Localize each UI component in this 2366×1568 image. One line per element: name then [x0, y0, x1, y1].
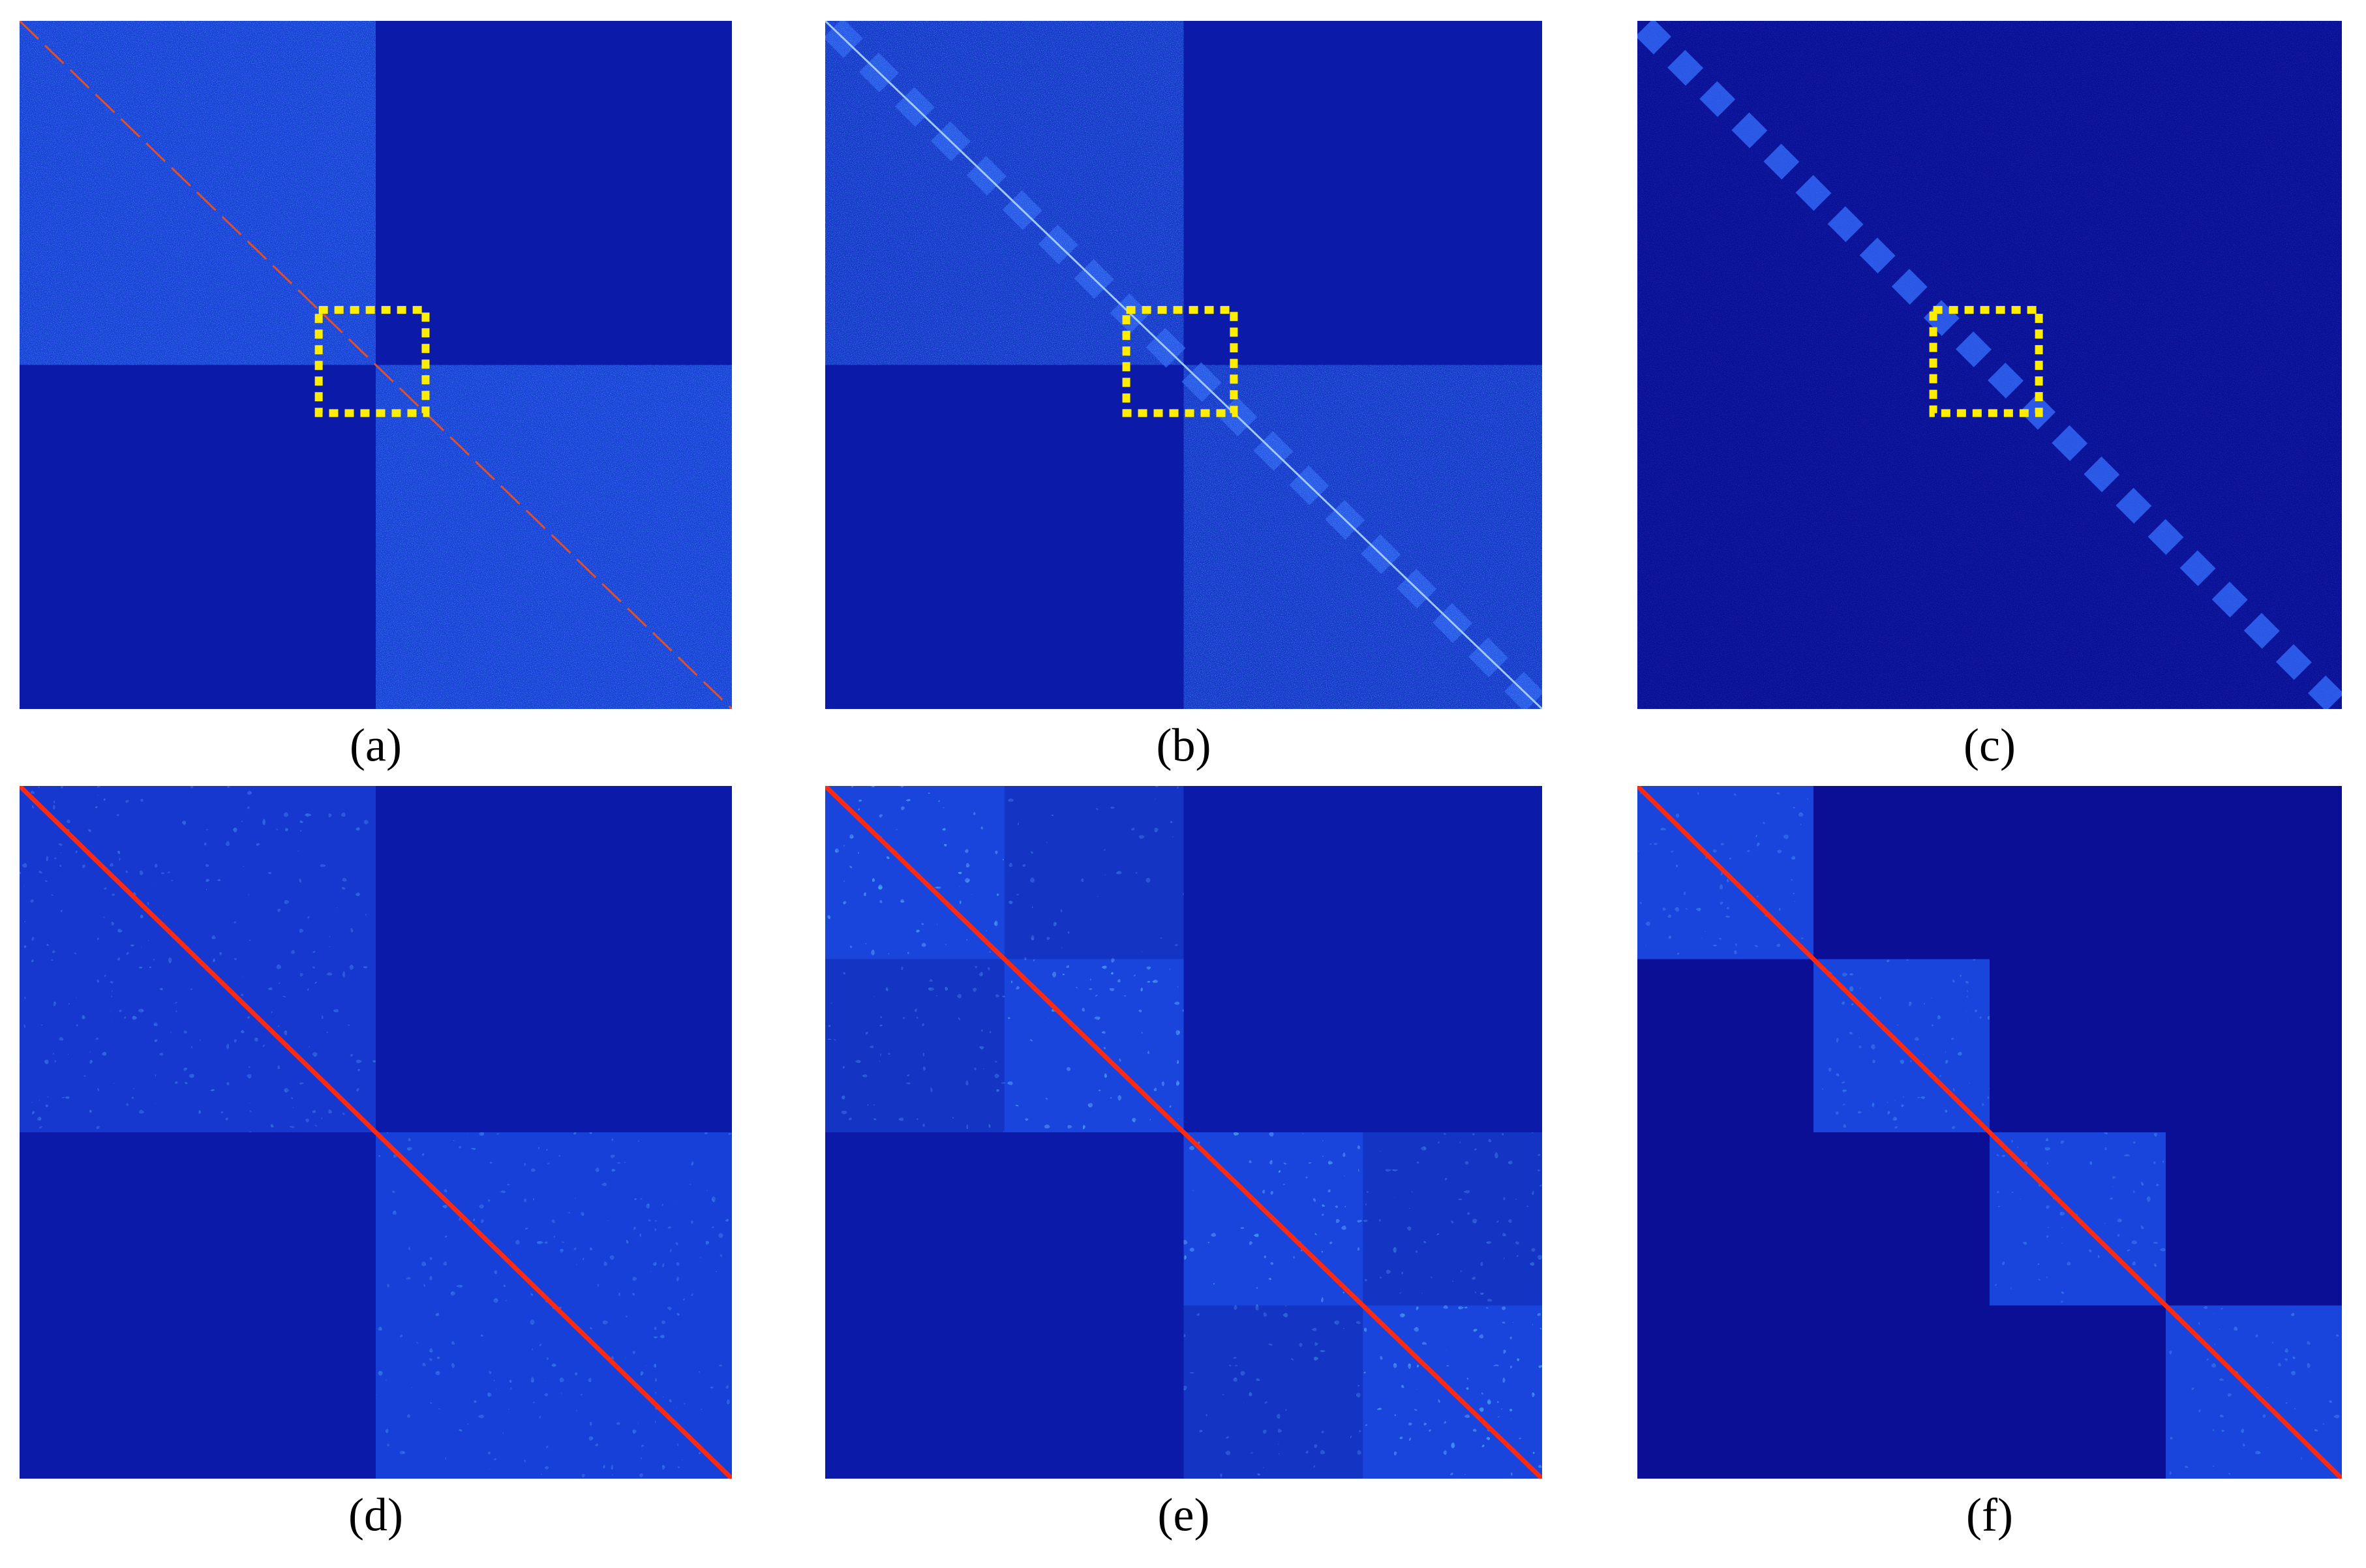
heatmap-panel [20, 21, 732, 709]
heatmap-panel [1637, 786, 2342, 1479]
diagonal [825, 786, 1542, 1479]
diagonal [20, 786, 732, 1479]
panel-label: (d) [348, 1489, 403, 1541]
heatmap-panel [1637, 21, 2342, 709]
zoom-box [314, 306, 430, 417]
zoom-box [1929, 306, 2043, 417]
panel-label: (c) [1964, 719, 2016, 772]
zoom-box [1122, 306, 1238, 417]
heatmap-noise [1637, 21, 2342, 709]
heatmap-panel [825, 21, 1542, 709]
panel-label: (f) [1966, 1489, 2013, 1541]
diagonal [1637, 786, 2342, 1479]
panel-label: (a) [350, 719, 402, 772]
diagonal [20, 21, 732, 709]
diagonal [825, 21, 1542, 709]
panel-label: (e) [1158, 1489, 1210, 1541]
heatmap-panel [20, 786, 732, 1479]
heatmap-panel [825, 786, 1542, 1479]
panel-label: (b) [1157, 719, 1211, 772]
